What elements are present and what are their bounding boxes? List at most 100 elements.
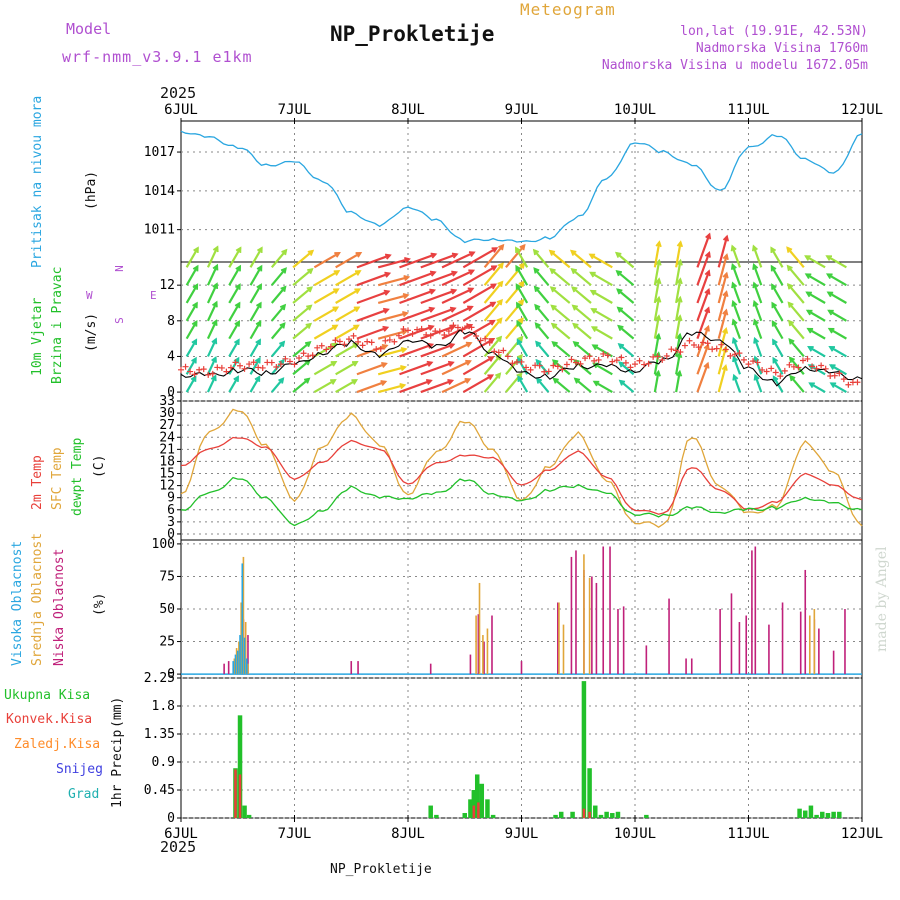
wind-arrowhead <box>449 306 457 313</box>
high-cloud-bar <box>243 637 246 675</box>
wind-gust-mark <box>314 344 321 351</box>
wind-gust-mark <box>259 364 266 371</box>
wind-arrowhead <box>399 382 407 390</box>
low-cloud-ylabel: Niska Oblacnost <box>52 548 67 666</box>
y-tick-label: 1.8 <box>152 699 175 714</box>
wind-arrowhead <box>515 264 522 272</box>
wind-arrowhead <box>753 336 760 344</box>
wind-gust-mark <box>459 326 466 333</box>
wind-arrow <box>441 251 475 269</box>
wind-gust-mark <box>768 365 775 372</box>
wind-gust-mark <box>332 337 339 344</box>
wind-gust-mark <box>250 359 257 366</box>
low-cloud-bar <box>719 609 721 675</box>
wind-arrow <box>552 359 571 376</box>
wind-arrowhead <box>654 369 661 377</box>
wind-arrow <box>717 347 727 375</box>
wind-arrow <box>228 284 241 304</box>
wind-arrow <box>731 245 742 268</box>
wind-gust-mark <box>464 323 471 330</box>
wind-arrowhead <box>551 359 559 366</box>
wind-arrow <box>516 339 529 357</box>
year-bottom: 2025 <box>160 838 197 856</box>
wind-arrowhead <box>721 327 729 334</box>
wind-arrow <box>313 306 339 322</box>
wind-arrowhead <box>451 252 459 259</box>
wind-arrow <box>696 252 711 286</box>
wind-arrow <box>335 251 362 269</box>
wind-arrow <box>616 288 635 304</box>
wind-arrowhead <box>808 382 815 389</box>
total-rain-bar <box>610 813 615 818</box>
wind-arrow <box>717 291 728 322</box>
wind-gust-mark <box>454 324 461 331</box>
wind-arrowhead <box>550 304 557 311</box>
total-rain-bar <box>246 814 252 818</box>
compass-west: W <box>86 289 93 302</box>
wind-gust-mark <box>241 365 248 372</box>
low-cloud-bar <box>832 650 835 675</box>
wind-arrowhead <box>722 308 729 316</box>
wind-gust-mark <box>809 363 816 370</box>
wind-arrowhead <box>828 346 835 352</box>
wind-arrow <box>717 365 727 393</box>
wind-arrowhead <box>278 377 285 384</box>
y-tick-label: 1014 <box>144 184 175 199</box>
x-day-label-bottom: 6JUL <box>164 826 198 842</box>
wind-arrowhead <box>807 346 814 352</box>
low-cloud-bar <box>609 546 611 675</box>
wind-arrowhead <box>192 283 199 290</box>
wind-arrow <box>827 273 847 287</box>
wind-arrow <box>462 374 493 394</box>
wind-arrow <box>356 272 390 287</box>
wind-arrowhead <box>722 234 730 242</box>
wind-arrowhead <box>732 355 739 363</box>
wind-arrow <box>717 273 728 304</box>
total-rain-bar <box>558 811 564 818</box>
total-rain-bar <box>808 805 814 818</box>
wind-arrowhead <box>489 319 496 326</box>
x-day-label-bottom: 9JUL <box>505 826 539 842</box>
wind-gust-mark <box>686 337 693 344</box>
wind-arrowhead <box>772 338 778 346</box>
wind-arrowhead <box>212 263 219 271</box>
wind-arrow <box>696 270 711 304</box>
wind-arrow <box>571 286 592 304</box>
low-cloud-bar <box>247 635 249 675</box>
wind-arrow <box>516 302 529 322</box>
wind-arrow <box>717 236 729 268</box>
wind-gust-mark <box>436 328 443 335</box>
wind-arrowhead <box>490 283 498 290</box>
wind-arrowhead <box>518 280 525 288</box>
wind-arrowhead <box>788 338 795 345</box>
wind-arrow <box>591 326 613 340</box>
wind-arrowhead <box>235 283 241 290</box>
wind-arrow <box>696 363 709 393</box>
wind-arrow <box>249 265 263 286</box>
wind-arrow <box>377 293 409 305</box>
mid-cloud-ylabel: Srednja Oblacnost <box>30 532 45 666</box>
wind-arrow <box>592 344 613 358</box>
wind-arrow <box>335 360 358 376</box>
wind-arrow <box>590 271 613 287</box>
wind-arrow <box>549 268 571 287</box>
wind-gust-mark <box>423 331 430 338</box>
wind-gust-mark <box>504 353 511 360</box>
wind-gust-mark <box>405 327 411 334</box>
wind-arrow <box>270 322 286 340</box>
wind-arrowhead <box>303 377 311 384</box>
wind-arrow <box>249 247 263 268</box>
wind-arrow <box>675 297 682 321</box>
wind-arrow <box>420 289 456 305</box>
station-title: NP_Prokletije <box>330 22 495 46</box>
wind-arrowhead <box>255 319 262 327</box>
wind-arrowhead <box>828 364 836 370</box>
x-day-label-top: 8JUL <box>391 102 425 118</box>
wind-gust-mark <box>323 346 330 353</box>
wind-arrow <box>399 379 432 394</box>
wind-arrowhead <box>211 300 218 308</box>
wind-arrow <box>206 265 219 286</box>
wind-gust-mark <box>509 360 516 367</box>
wind-arrow <box>771 302 784 322</box>
